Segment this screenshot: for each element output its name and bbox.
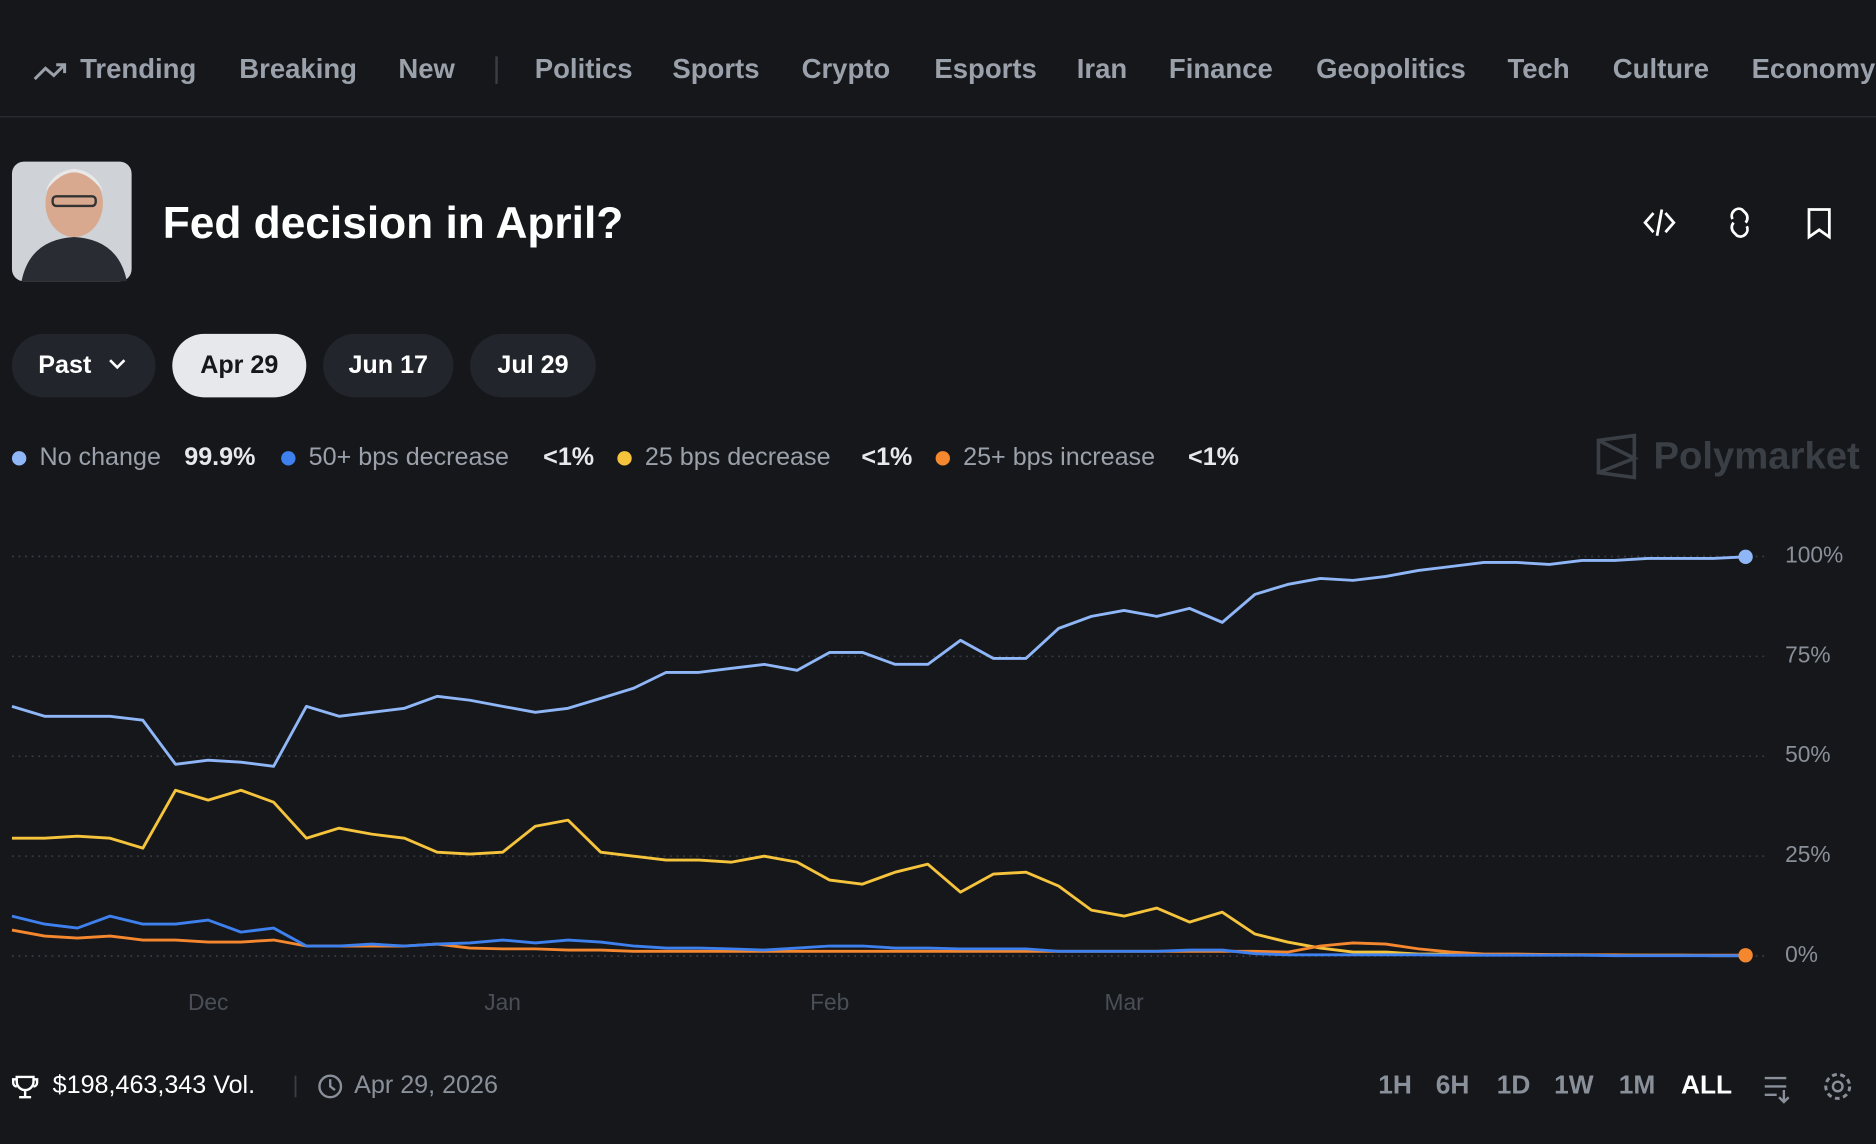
avatar-hair (45, 168, 103, 192)
watermark: Polymarket (1596, 433, 1860, 480)
x-tick-label: Dec (188, 989, 228, 1015)
legend-value: 99.9% (184, 443, 255, 471)
avatar-suit (21, 237, 127, 282)
watermark-text: Polymarket (1653, 434, 1860, 477)
range-button[interactable]: 1W (1554, 1069, 1594, 1099)
chart: 0% 25% 50% 75% 100% Dec Jan Feb Mar (11, 541, 1843, 1015)
nav-item[interactable]: Geopolitics (1316, 53, 1466, 84)
range-button[interactable]: 1H (1378, 1069, 1412, 1099)
legend-dot (935, 451, 950, 466)
avatar-glasses (51, 195, 97, 208)
market-title: Fed decision in April? (163, 199, 624, 248)
nav-item[interactable]: Culture (1613, 53, 1709, 84)
date-tab[interactable] (470, 333, 596, 398)
legend-value: <1% (543, 443, 594, 471)
nav-item[interactable]: Sports (672, 53, 759, 84)
settings-icon[interactable] (1831, 1080, 1844, 1093)
nav-item[interactable]: Trending (80, 53, 196, 84)
series-line (11, 914, 1746, 958)
trophy-icon (11, 1075, 39, 1099)
y-tick-label: 0% (1785, 941, 1818, 967)
y-tick-label: 50% (1785, 741, 1830, 767)
nav-item[interactable]: Esports (934, 53, 1036, 84)
trending-icon (33, 63, 67, 81)
nav-item[interactable]: Breaking (239, 53, 357, 84)
dropdown-label: Past (38, 351, 92, 379)
nav-item[interactable]: Economy (1752, 53, 1876, 84)
end-dot (1738, 549, 1753, 565)
legend-dot (617, 451, 632, 466)
nav-item[interactable]: Politics (535, 53, 633, 84)
range-button[interactable]: 1D (1497, 1069, 1531, 1099)
y-tick-label: 25% (1785, 841, 1830, 867)
volume: $198,463,343 Vol. (53, 1071, 255, 1099)
legend-value: <1% (1188, 443, 1239, 471)
date-tabs: Past Apr 29 Jun 17 Jul 29 (11, 333, 596, 398)
series-line (11, 555, 1746, 768)
date-tab-label: Jun 17 (348, 351, 428, 379)
nav-item[interactable]: New (398, 53, 455, 84)
legend-dot (11, 451, 27, 466)
date-tab[interactable] (323, 333, 454, 398)
legend-name: 50+ bps decrease (309, 443, 509, 471)
range-button[interactable]: 1M (1619, 1069, 1656, 1099)
x-tick-label: Feb (810, 989, 849, 1015)
date-tab[interactable] (172, 333, 307, 398)
legend-name: 25+ bps increase (963, 443, 1155, 471)
header-actions (1643, 207, 1831, 240)
link-icon[interactable] (1730, 207, 1749, 238)
legend-dot (281, 451, 296, 466)
bookmark-icon[interactable] (1807, 208, 1831, 240)
nav-item[interactable]: Iran (1077, 53, 1127, 84)
date-tab-label: Apr 29 (200, 351, 278, 379)
watermark-logo (1596, 433, 1639, 480)
y-tick-label: 75% (1785, 641, 1830, 667)
y-tick-label: 100% (1785, 541, 1843, 567)
market-image[interactable] (11, 161, 132, 282)
legend-name: No change (39, 443, 160, 471)
avatar-face (45, 170, 103, 237)
top-nav: Trending Breaking New Politics Sports Crypto E… (33, 53, 1876, 84)
clock-hands (329, 1079, 336, 1092)
range-button[interactable]: ALL (1681, 1069, 1732, 1099)
legend-name: 25 bps decrease (645, 443, 831, 471)
footer: $198,463,343 Vol. Apr 29, 2026 1H 6H 1D 1W 1… (11, 1069, 1852, 1104)
nav-item[interactable]: Crypto (802, 53, 891, 84)
end-dot (1738, 948, 1753, 963)
legend: No change 99.9% 50+ bps decrease <1% 25 bps … (11, 443, 1239, 471)
dropdown-pill[interactable] (11, 333, 156, 398)
clock-icon (318, 1074, 343, 1099)
sort-icon[interactable] (1764, 1076, 1790, 1104)
range-button[interactable]: 6H (1436, 1069, 1470, 1099)
x-tick-label: Jan (484, 989, 521, 1015)
nav-item[interactable]: Tech (1508, 53, 1570, 84)
embed-icon[interactable] (1643, 209, 1676, 237)
end-date: Apr 29, 2026 (354, 1071, 498, 1099)
nav-item[interactable]: Finance (1169, 53, 1273, 84)
x-tick-label: Mar (1105, 989, 1145, 1015)
dropdown-chevron (109, 359, 126, 370)
date-tab-label: Jul 29 (497, 351, 568, 379)
series-line (11, 928, 1746, 957)
legend-value: <1% (861, 443, 912, 471)
